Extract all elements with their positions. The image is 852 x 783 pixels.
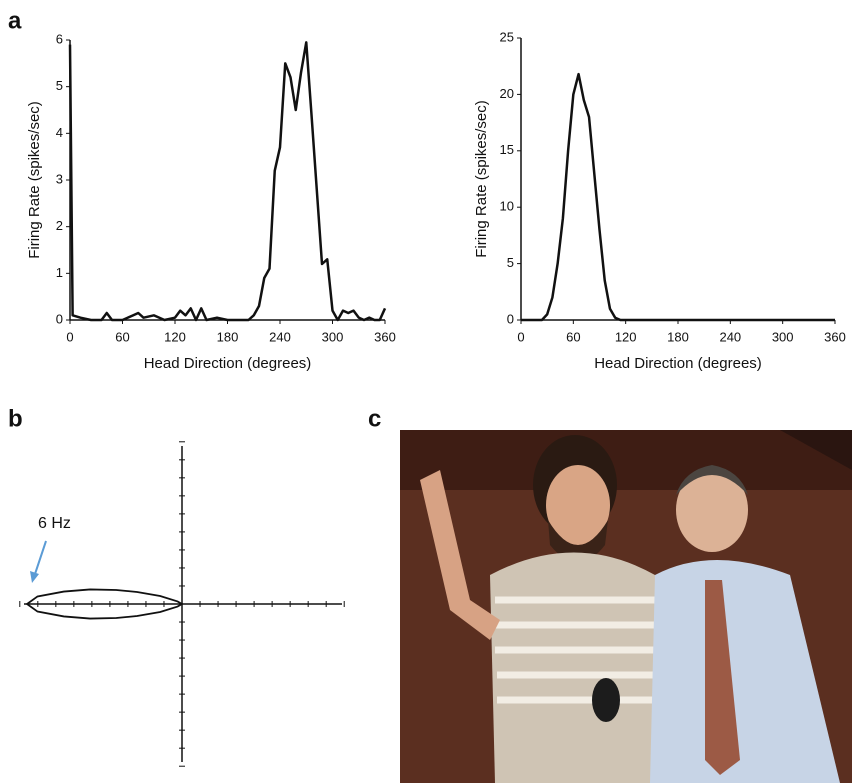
x-tick-label: 0 [66, 329, 73, 344]
x-tick-label: 240 [719, 329, 741, 344]
y-tick-label: 25 [500, 29, 514, 44]
x-tick-label: 360 [374, 329, 396, 344]
photo [400, 430, 852, 783]
y-tick-label: 5 [507, 255, 514, 270]
x-tick-label: 300 [322, 329, 344, 344]
x-tick-label: 60 [115, 329, 129, 344]
y-tick-label: 0 [507, 311, 514, 326]
y-tick-label: 10 [500, 199, 514, 214]
x-axis-title: Head Direction (degrees) [594, 355, 762, 372]
panel-label: a [8, 7, 22, 34]
annotation-arrow [34, 540, 47, 575]
y-tick-label: 5 [56, 78, 63, 93]
x-tick-label: 300 [772, 329, 794, 344]
x-tick-label: 120 [164, 329, 186, 344]
x-tick-label: 180 [667, 329, 689, 344]
y-tick-label: 0 [56, 311, 63, 326]
x-tick-label: 120 [615, 329, 637, 344]
y-tick-label: 3 [56, 171, 63, 186]
polar-line [25, 588, 184, 620]
y-tick-label: 20 [500, 86, 514, 101]
y-tick-label: 4 [56, 125, 63, 140]
y-axis-title: Firing Rate (spikes/sec) [473, 100, 490, 258]
x-tick-label: 240 [269, 329, 291, 344]
y-tick-label: 2 [56, 218, 63, 233]
x-tick-label: 360 [824, 329, 846, 344]
panel-label: b [8, 405, 23, 432]
data-line [68, 41, 387, 322]
y-tick-label: 1 [56, 265, 63, 280]
x-tick-label: 180 [217, 329, 239, 344]
x-axis-title: Head Direction (degrees) [144, 355, 312, 372]
annotation-arrowhead [30, 571, 39, 583]
y-tick-label: 6 [56, 31, 63, 46]
annotation: 6 Hz [38, 515, 71, 532]
y-axis-title: Firing Rate (spikes/sec) [26, 101, 43, 259]
data-line [521, 72, 835, 322]
x-tick-label: 0 [517, 329, 524, 344]
y-tick-label: 15 [500, 142, 514, 157]
panel-label: c [368, 405, 381, 432]
x-tick-label: 60 [566, 329, 580, 344]
